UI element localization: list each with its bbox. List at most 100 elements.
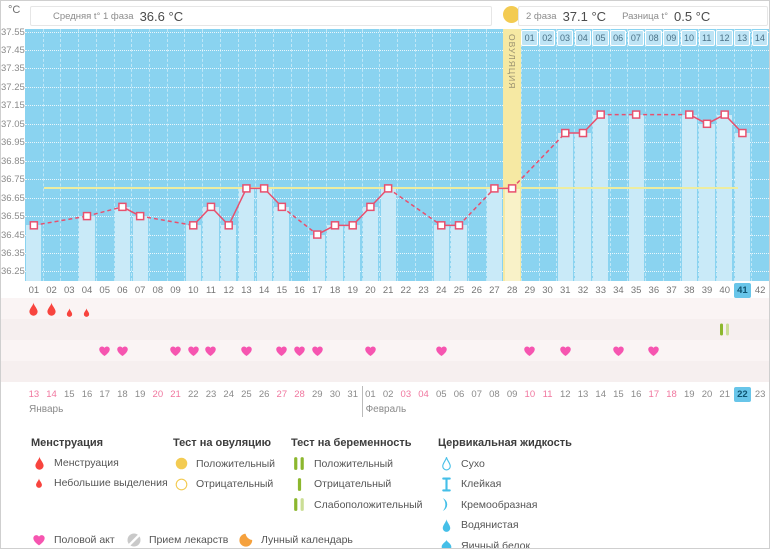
date-cell[interactable]: 04 [418, 389, 429, 400]
measured-day-bar [79, 216, 95, 281]
phase2-day-cell: 06 [610, 30, 627, 46]
cycle-day-cell[interactable]: 31 [559, 284, 571, 296]
cycle-day-cell[interactable]: 33 [595, 284, 606, 296]
date-cell[interactable]: 19 [683, 389, 695, 400]
date-cell[interactable]: 06 [453, 389, 465, 400]
date-cell[interactable]: 01 [365, 389, 376, 400]
date-cell[interactable]: 20 [152, 389, 164, 400]
cycle-day-cell[interactable]: 40 [719, 284, 730, 296]
cycle-day-cell[interactable]: 34 [613, 284, 624, 296]
date-cell[interactable]: 27 [276, 389, 288, 400]
month-divider [361, 386, 363, 417]
cycle-day-cell[interactable]: 04 [81, 284, 93, 296]
cycle-day-cell[interactable]: 09 [170, 284, 181, 296]
cycle-day-cell[interactable]: 17 [311, 284, 323, 296]
date-cell[interactable]: 13 [28, 389, 40, 400]
phase2-day-cell: 05 [592, 30, 609, 46]
date-cell[interactable]: 13 [577, 389, 589, 400]
date-cell[interactable]: 18 [666, 389, 677, 400]
cycle-day-cell[interactable]: 28 [506, 284, 518, 296]
cycle-day-cell[interactable]: 32 [577, 284, 589, 296]
vertical-gridline [343, 29, 345, 281]
watery-icon [438, 518, 454, 533]
cycle-day-cell[interactable]: 39 [701, 284, 713, 296]
cycle-day-cell[interactable]: 35 [630, 284, 642, 296]
date-cell[interactable]: 03 [400, 389, 412, 400]
horizontal-gridline [25, 31, 769, 33]
date-cell[interactable]: 07 [471, 389, 482, 400]
horizontal-gridline [25, 86, 769, 88]
cycle-day-cell[interactable]: 23 [418, 284, 429, 296]
cycle-day-cell[interactable]: 13 [241, 284, 252, 296]
date-cell[interactable]: 21 [170, 389, 181, 400]
date-cell[interactable]: 14 [595, 389, 606, 400]
phase2-stats-box: 2 фаза 37.1 °C Разница t° 0.5 °C [518, 6, 768, 26]
measured-day-bar [256, 188, 272, 281]
date-cell[interactable]: 16 [81, 389, 93, 400]
cycle-day-cell[interactable]: 41 [733, 282, 752, 298]
date-cell[interactable]: 17 [99, 389, 110, 400]
date-cell[interactable]: 31 [347, 389, 358, 400]
date-cell[interactable]: 15 [613, 389, 624, 400]
date-cell[interactable]: 22 [187, 389, 199, 400]
cycle-day-cell[interactable]: 37 [666, 284, 677, 296]
date-cell[interactable]: 21 [719, 389, 730, 400]
date-cell[interactable]: 23 [205, 389, 217, 400]
date-cell[interactable]: 18 [117, 389, 128, 400]
date-cell[interactable]: 10 [524, 389, 536, 400]
cycle-day-cell[interactable]: 12 [223, 284, 234, 296]
measured-day-bar [221, 225, 237, 281]
date-cell[interactable]: 22 [733, 387, 752, 402]
cycle-day-cell[interactable]: 36 [648, 284, 660, 296]
cycle-day-cell[interactable]: 22 [400, 284, 412, 296]
date-cell[interactable]: 29 [311, 389, 323, 400]
date-cell[interactable]: 26 [258, 389, 270, 400]
cycle-day-cell[interactable]: 03 [63, 284, 75, 296]
cycle-day-cell[interactable]: 07 [134, 284, 146, 296]
cycle-day-cell[interactable]: 29 [524, 284, 536, 296]
legend-item: Водянистая [438, 518, 519, 533]
intercourse-heart-icon [275, 344, 288, 356]
cycle-day-cell[interactable]: 26 [471, 284, 482, 296]
date-cell[interactable]: 15 [63, 389, 75, 400]
date-cell[interactable]: 14 [46, 389, 57, 400]
cycle-day-cell[interactable]: 10 [187, 284, 199, 296]
cycle-day-cell[interactable]: 05 [99, 284, 110, 296]
cycle-day-cell[interactable]: 19 [347, 284, 358, 296]
cycle-day-cell[interactable]: 08 [152, 284, 164, 296]
cycle-day-cell[interactable]: 25 [453, 284, 465, 296]
date-cell[interactable]: 11 [542, 389, 553, 400]
measured-day-bar [451, 225, 467, 281]
cycle-day-cell[interactable]: 18 [329, 284, 341, 296]
date-cell[interactable]: 16 [630, 389, 642, 400]
cycle-day-cell[interactable]: 11 [206, 284, 216, 296]
cycle-day-cell[interactable]: 21 [382, 284, 394, 296]
date-cell[interactable]: 09 [506, 389, 518, 400]
cycle-day-cell[interactable]: 02 [46, 284, 57, 296]
cycle-day-cell[interactable]: 42 [754, 284, 766, 296]
date-cell[interactable]: 30 [329, 389, 341, 400]
date-cell[interactable]: 24 [223, 389, 234, 400]
cycle-day-cell[interactable]: 20 [365, 284, 376, 296]
y-axis-tick-label: 36.95 [1, 137, 25, 149]
date-cell[interactable]: 02 [382, 389, 394, 400]
cycle-day-cell[interactable]: 06 [117, 284, 128, 296]
cycle-day-cell[interactable]: 24 [435, 284, 447, 296]
cycle-day-cell[interactable]: 16 [294, 284, 305, 296]
cycle-day-cell[interactable]: 15 [276, 284, 288, 296]
date-cell[interactable]: 17 [648, 389, 660, 400]
date-cell[interactable]: 12 [559, 389, 571, 400]
date-cell[interactable]: 20 [701, 389, 713, 400]
date-cell[interactable]: 28 [294, 389, 305, 400]
legend-item-label: Положительный [196, 457, 276, 470]
cycle-day-cell[interactable]: 14 [258, 284, 270, 296]
cycle-day-cell[interactable]: 30 [542, 284, 553, 296]
date-cell[interactable]: 08 [489, 389, 500, 400]
cycle-day-cell[interactable]: 01 [28, 284, 40, 296]
date-cell[interactable]: 25 [241, 389, 252, 400]
date-cell[interactable]: 19 [134, 389, 146, 400]
date-cell[interactable]: 23 [754, 389, 766, 400]
cycle-day-cell[interactable]: 27 [489, 284, 500, 296]
cycle-day-cell[interactable]: 38 [683, 284, 695, 296]
date-cell[interactable]: 05 [435, 389, 447, 400]
